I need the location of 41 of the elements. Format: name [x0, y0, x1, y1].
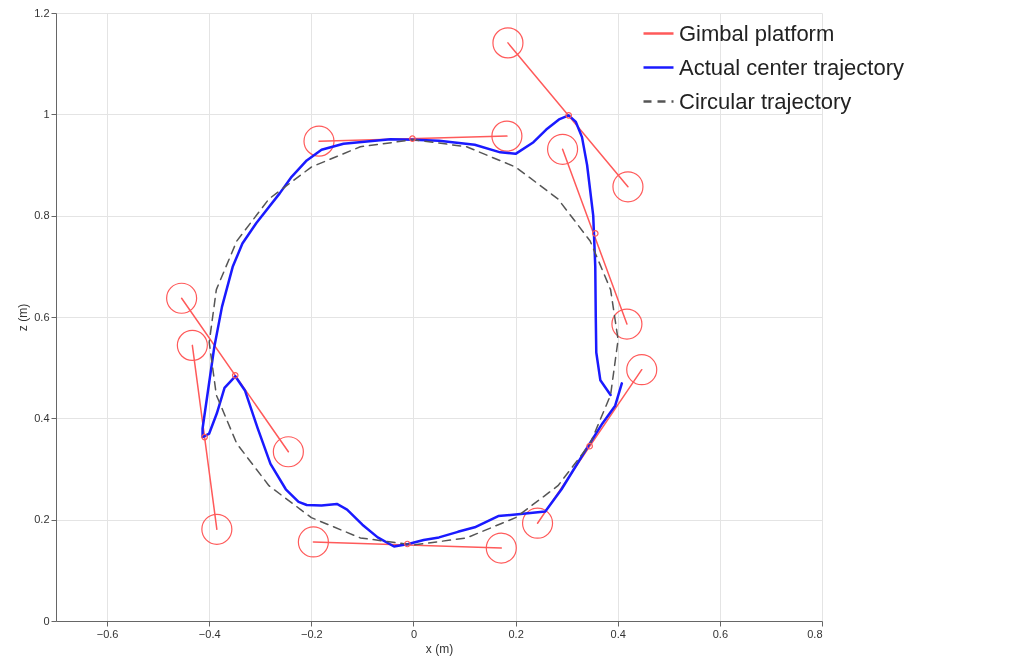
point: [404, 540, 411, 548]
point: [546, 133, 579, 165]
x-tick-label: 0.8: [807, 627, 823, 640]
point: [612, 171, 644, 203]
point: [409, 135, 416, 142]
point: [201, 433, 208, 441]
point: [485, 532, 517, 564]
y-tick-label: 0.2: [34, 513, 50, 526]
point: [492, 27, 524, 59]
y-tick-label: 0: [43, 614, 50, 627]
point: [201, 513, 233, 545]
point: [626, 354, 658, 386]
point: [303, 125, 335, 157]
y-tick-label: 0.4: [34, 411, 50, 424]
y-tick-label: 1: [43, 107, 50, 120]
legend-label: Actual center trajectory: [679, 54, 904, 80]
point: [176, 329, 208, 361]
x-tick-label: 0: [410, 627, 418, 640]
x-tick-label: −0.2: [300, 627, 323, 640]
point: [297, 526, 329, 558]
y-axis-title: z (m): [16, 303, 31, 332]
y-tick-label: 0.8: [34, 209, 50, 222]
point: [521, 507, 554, 539]
point: [166, 282, 198, 314]
y-tick-label: 1.2: [34, 6, 50, 19]
x-axis-title: x (m): [425, 641, 454, 656]
point: [272, 436, 304, 468]
x-tick-label: −0.6: [96, 627, 119, 640]
legend-label: Circular trajectory: [679, 88, 852, 114]
y-tick-label: 0.6: [34, 310, 50, 323]
point: [586, 442, 593, 450]
legend-label: Gimbal platform: [679, 20, 835, 46]
point: [565, 112, 573, 119]
x-tick-label: 0.6: [712, 627, 729, 640]
point: [611, 308, 643, 340]
point: [591, 230, 599, 237]
x-tick-label: 0.2: [508, 627, 524, 640]
point: [231, 371, 239, 379]
point: [491, 120, 523, 152]
x-tick-label: −0.4: [198, 627, 221, 640]
x-tick-label: 0.4: [610, 627, 626, 640]
